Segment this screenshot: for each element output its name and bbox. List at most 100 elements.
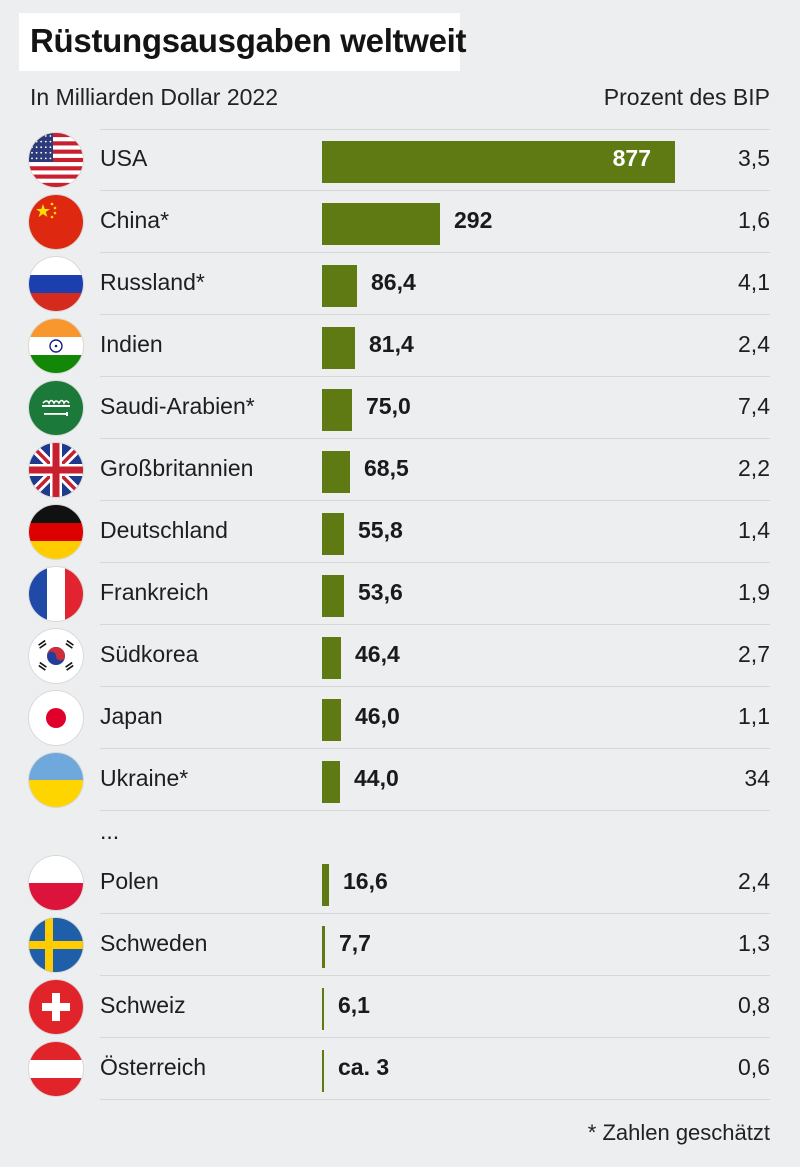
table-row: Frankreich 53,6 1,9 bbox=[0, 563, 800, 625]
title-background bbox=[19, 13, 460, 71]
country-label-frankreich: Frankreich bbox=[100, 579, 209, 605]
value-label-grossbritannien: 68,5 bbox=[364, 455, 409, 481]
table-row: Österreich ca. 3 0,6 bbox=[0, 1038, 800, 1100]
value-label-schweiz: 6,1 bbox=[338, 992, 370, 1018]
value-label-ukraine: 44,0 bbox=[354, 765, 399, 791]
russia-flag-icon bbox=[29, 257, 83, 311]
table-row: Polen 16,6 2,4 bbox=[0, 852, 800, 914]
bar-usa bbox=[322, 141, 675, 183]
country-label-usa: USA bbox=[100, 145, 148, 171]
japan-flag-icon bbox=[29, 691, 83, 745]
chart-title: Rüstungsausgaben weltweit bbox=[30, 22, 467, 59]
gdp-value-osterreich: 0,6 bbox=[738, 1054, 770, 1080]
gdp-value-china: 1,6 bbox=[738, 207, 770, 233]
value-label-russland: 86,4 bbox=[371, 269, 416, 295]
gdp-value-japan: 1,1 bbox=[738, 703, 770, 729]
country-label-deutschland: Deutschland bbox=[100, 517, 228, 543]
table-row: Ukraine* 44,0 34 bbox=[0, 749, 800, 811]
table-row: Großbritannien 68,5 2,2 bbox=[0, 439, 800, 501]
country-label-sudkorea: Südkorea bbox=[100, 641, 199, 667]
country-label-grossbritannien: Großbritannien bbox=[100, 455, 254, 481]
footnote: * Zahlen geschätzt bbox=[587, 1120, 770, 1145]
bar-schweiz bbox=[322, 988, 324, 1030]
value-label-deutschland: 55,8 bbox=[358, 517, 403, 543]
table-row: Schweden 7,7 1,3 bbox=[0, 914, 800, 976]
gdp-value-indien: 2,4 bbox=[738, 331, 770, 357]
chart-subtitle: In Milliarden Dollar 2022 bbox=[30, 84, 279, 110]
south-korea-flag-icon bbox=[29, 629, 83, 683]
row-divider bbox=[100, 686, 770, 687]
country-label-russland: Russland* bbox=[100, 269, 205, 295]
row-divider bbox=[100, 913, 770, 914]
row-divider bbox=[100, 1037, 770, 1038]
table-row: Indien 81,4 2,4 bbox=[0, 315, 800, 377]
bar-frankreich bbox=[322, 575, 344, 617]
gdp-value-usa: 3,5 bbox=[738, 145, 770, 171]
gdp-value-schweiz: 0,8 bbox=[738, 992, 770, 1018]
country-label-indien: Indien bbox=[100, 331, 163, 357]
sweden-flag-icon bbox=[29, 918, 83, 972]
row-divider bbox=[100, 562, 770, 563]
header-divider bbox=[100, 129, 770, 130]
usa-flag-icon bbox=[29, 133, 83, 187]
austria-flag-icon bbox=[29, 1042, 83, 1096]
bar-polen bbox=[322, 864, 329, 906]
bar-indien bbox=[322, 327, 355, 369]
value-label-china: 292 bbox=[454, 207, 493, 233]
china-flag-icon bbox=[29, 195, 83, 249]
gdp-value-saudi-arabien: 7,4 bbox=[738, 393, 770, 419]
india-flag-icon bbox=[29, 319, 83, 373]
table-row: China* 292 1,6 bbox=[0, 191, 800, 253]
ukraine-flag-icon bbox=[29, 753, 83, 807]
table-row: Südkorea 46,4 2,7 bbox=[0, 625, 800, 687]
row-divider bbox=[100, 500, 770, 501]
bar-sudkorea bbox=[322, 637, 341, 679]
row-divider bbox=[100, 1099, 770, 1100]
country-label-china: China* bbox=[100, 207, 170, 233]
bar-grossbritannien bbox=[322, 451, 350, 493]
bar-saudi-arabien bbox=[322, 389, 352, 431]
row-divider bbox=[100, 975, 770, 976]
switzerland-flag-icon bbox=[29, 980, 83, 1034]
country-label-schweden: Schweden bbox=[100, 930, 208, 956]
row-divider bbox=[100, 810, 770, 811]
bar-osterreich bbox=[322, 1050, 324, 1092]
poland-flag-icon bbox=[29, 856, 83, 910]
gdp-value-frankreich: 1,9 bbox=[738, 579, 770, 605]
row-divider bbox=[100, 252, 770, 253]
country-label-polen: Polen bbox=[100, 868, 159, 894]
row-divider bbox=[100, 190, 770, 191]
country-label-osterreich: Österreich bbox=[100, 1054, 207, 1080]
value-label-osterreich: ca. 3 bbox=[338, 1054, 390, 1080]
value-label-frankreich: 53,6 bbox=[358, 579, 403, 605]
country-label-saudi-arabien: Saudi-Arabien* bbox=[100, 393, 255, 419]
gdp-value-sudkorea: 2,7 bbox=[738, 641, 770, 667]
gdp-value-ukraine: 34 bbox=[744, 765, 770, 791]
row-divider bbox=[100, 376, 770, 377]
ellipsis-text: ... bbox=[100, 818, 120, 844]
bar-china bbox=[322, 203, 440, 245]
bar-ukraine bbox=[322, 761, 340, 803]
value-label-japan: 46,0 bbox=[355, 703, 400, 729]
table-row: USA 877 3,5 bbox=[0, 129, 800, 191]
gdp-column-header: Prozent des BIP bbox=[603, 84, 770, 110]
uk-flag-icon bbox=[29, 443, 83, 497]
table-row: Russland* 86,4 4,1 bbox=[0, 253, 800, 315]
bar-schweden bbox=[322, 926, 325, 968]
gdp-value-schweden: 1,3 bbox=[738, 930, 770, 956]
row-divider bbox=[100, 314, 770, 315]
row-divider bbox=[100, 624, 770, 625]
table-row: Japan 46,0 1,1 bbox=[0, 687, 800, 749]
france-flag-icon bbox=[29, 567, 83, 621]
bar-deutschland bbox=[322, 513, 344, 555]
value-label-schweden: 7,7 bbox=[339, 930, 371, 956]
bar-russland bbox=[322, 265, 357, 307]
value-label-usa: 877 bbox=[612, 145, 651, 171]
gdp-value-polen: 2,4 bbox=[738, 868, 770, 894]
value-label-sudkorea: 46,4 bbox=[355, 641, 400, 667]
table-row: Schweiz 6,1 0,8 bbox=[0, 976, 800, 1038]
row-divider bbox=[100, 438, 770, 439]
saudi-arabia-flag-icon bbox=[29, 381, 83, 435]
country-label-ukraine: Ukraine* bbox=[100, 765, 189, 791]
value-label-indien: 81,4 bbox=[369, 331, 414, 357]
